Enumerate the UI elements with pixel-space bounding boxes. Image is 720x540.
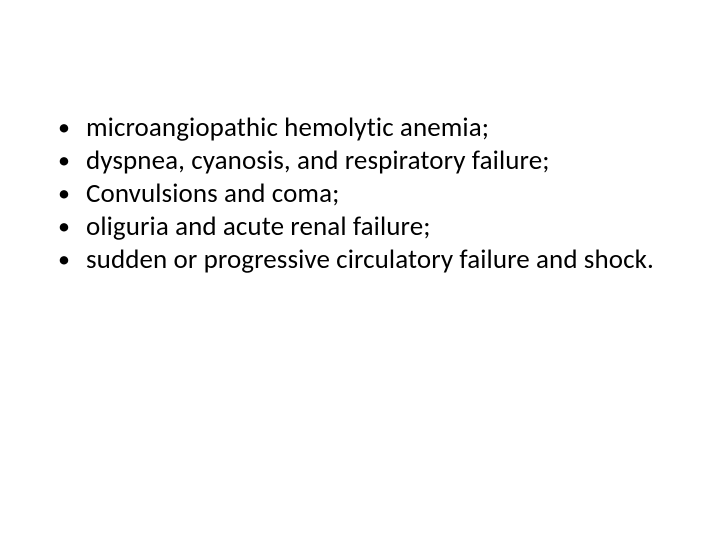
list-item: • sudden or progressive circulatory fail…	[48, 244, 672, 277]
list-item-text: dyspnea, cyanosis, and respiratory failu…	[86, 144, 550, 177]
slide: • microangiopathic hemolytic anemia; • d…	[0, 0, 720, 540]
bullet-icon: •	[58, 244, 70, 276]
list-item: • dyspnea, cyanosis, and respiratory fai…	[48, 145, 672, 178]
list-item-text: Convulsions and coma;	[86, 177, 339, 210]
list-item: • Convulsions and coma;	[48, 178, 672, 211]
list-item: • microangiopathic hemolytic anemia;	[48, 112, 672, 145]
bullet-icon: •	[58, 178, 70, 210]
list-item-text: oliguria and acute renal failure;	[86, 210, 431, 243]
list-item-text: microangiopathic hemolytic anemia;	[86, 111, 489, 144]
list-item: • oliguria and acute renal failure;	[48, 211, 672, 244]
bullet-icon: •	[58, 145, 70, 177]
bullet-icon: •	[58, 112, 70, 144]
list-item-text: sudden or progressive circulatory failur…	[86, 243, 654, 276]
bullet-icon: •	[58, 211, 70, 243]
bullet-list: • microangiopathic hemolytic anemia; • d…	[48, 112, 672, 277]
